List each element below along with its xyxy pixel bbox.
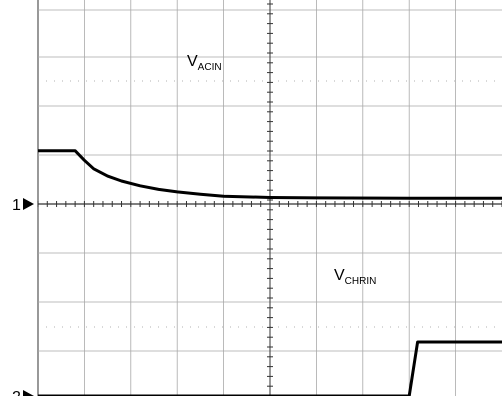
- channel-2-marker-label: 2: [12, 389, 21, 396]
- channel-markers: 12: [12, 197, 34, 396]
- trace-ch1: [38, 149, 502, 200]
- trace-ch2: [38, 340, 502, 396]
- channel-1-signal-label: VACIN: [187, 53, 222, 73]
- channel-1-marker-arrow: [23, 198, 34, 210]
- channel-2-signal-label: VCHRIN: [334, 267, 376, 287]
- graticule: [37, 0, 502, 396]
- waveform-traces: [38, 149, 502, 396]
- channel-2-marker-arrow: [23, 390, 34, 396]
- channel-labels: VACIN VCHRIN: [187, 53, 376, 287]
- channel-1-marker-label: 1: [12, 197, 21, 214]
